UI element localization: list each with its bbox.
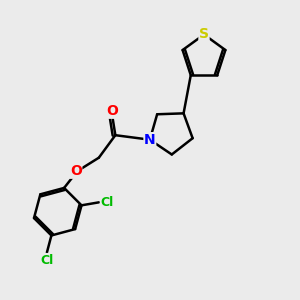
Text: Cl: Cl [40, 254, 53, 267]
Text: O: O [70, 164, 82, 178]
Text: N: N [144, 133, 156, 147]
Text: S: S [199, 28, 209, 41]
Text: Cl: Cl [100, 196, 114, 209]
Text: O: O [106, 104, 118, 118]
